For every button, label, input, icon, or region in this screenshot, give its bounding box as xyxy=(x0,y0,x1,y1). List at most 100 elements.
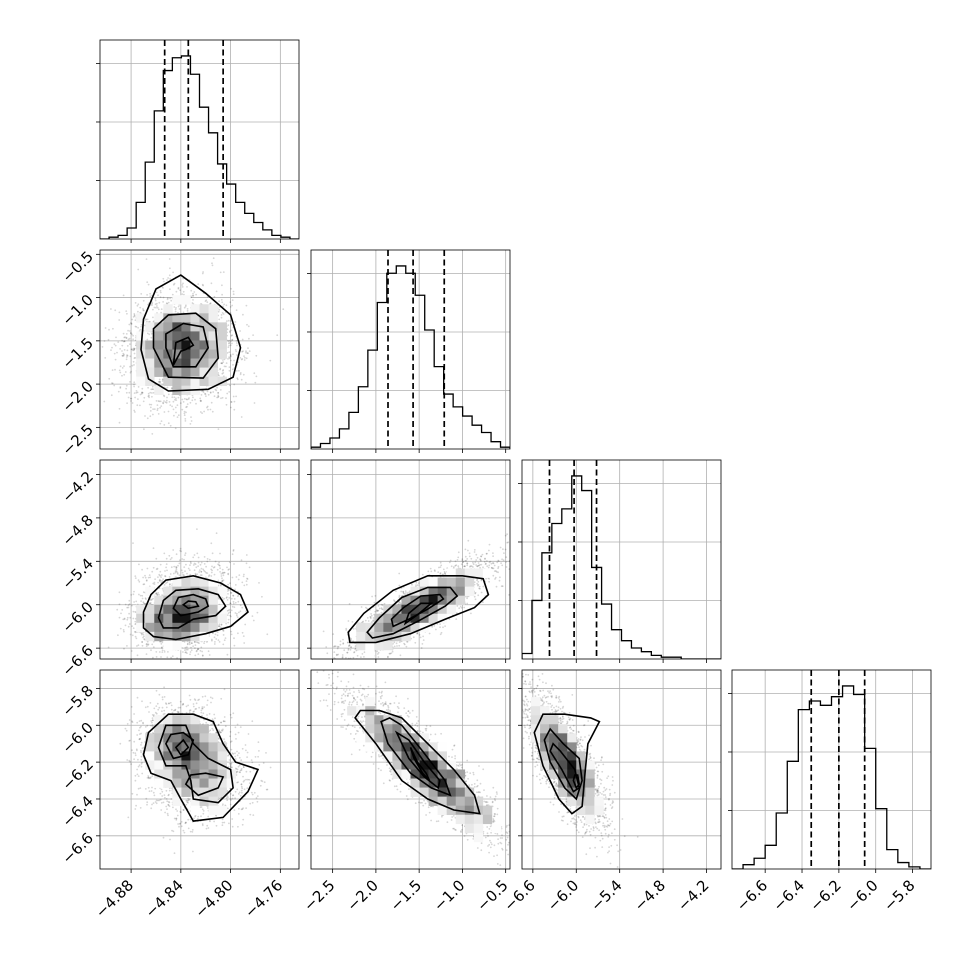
scatter-point xyxy=(183,558,185,561)
density-cell xyxy=(154,313,164,323)
scatter-point xyxy=(190,296,193,298)
scatter-point xyxy=(144,597,147,599)
scatter-point xyxy=(200,570,203,573)
scatter-point xyxy=(118,311,121,314)
scatter-point xyxy=(126,349,129,352)
scatter-point xyxy=(161,641,164,644)
scatter-point xyxy=(181,408,184,411)
scatter-point xyxy=(113,384,116,387)
panel-frame xyxy=(521,459,722,660)
scatter-point xyxy=(242,575,245,578)
scatter-point xyxy=(175,411,177,414)
scatter-point xyxy=(203,563,206,565)
scatter-point xyxy=(177,286,180,289)
scatter-point xyxy=(173,282,176,285)
scatter-point xyxy=(156,305,158,307)
scatter-point xyxy=(229,384,231,387)
density-cell xyxy=(154,349,164,359)
scatter-point xyxy=(143,583,146,586)
scatter-point xyxy=(166,386,169,389)
scatter-point xyxy=(227,621,230,624)
scatter-point xyxy=(169,664,171,666)
scatter-point xyxy=(229,320,232,322)
panel-frame xyxy=(99,249,300,450)
scatter-point xyxy=(133,314,136,317)
scatter-point xyxy=(223,303,226,306)
scatter-point xyxy=(161,649,164,652)
scatter-point xyxy=(140,325,143,328)
scatter-point xyxy=(229,353,232,356)
scatter-point xyxy=(199,411,202,413)
scatter-point xyxy=(142,583,145,586)
scatter-point xyxy=(114,309,117,312)
scatter-point xyxy=(189,651,192,653)
scatter-point xyxy=(212,632,214,635)
scatter-point xyxy=(142,636,144,639)
scatter-point xyxy=(185,304,187,306)
scatter-point xyxy=(166,279,168,281)
scatter-point xyxy=(220,298,223,301)
scatter-point xyxy=(254,381,257,384)
scatter-point xyxy=(219,271,222,274)
scatter-point xyxy=(125,358,128,361)
scatter-point xyxy=(221,301,224,304)
scatter-point xyxy=(245,580,248,582)
scatter-point xyxy=(171,405,174,408)
scatter-point xyxy=(163,400,165,402)
scatter-point xyxy=(159,400,162,403)
scatter-point xyxy=(117,341,120,343)
scatter-point xyxy=(222,579,225,582)
hist-panel-1 xyxy=(307,249,511,453)
scatter-point xyxy=(221,312,224,314)
scatter-point xyxy=(236,377,239,380)
scatter-point xyxy=(227,609,230,612)
scatter-point xyxy=(234,584,237,586)
scatter-point xyxy=(171,293,174,296)
scatter-point xyxy=(123,353,125,356)
scatter-point xyxy=(222,369,224,372)
scatter-point xyxy=(179,289,182,292)
scatter-point xyxy=(183,640,186,643)
scatter-point xyxy=(218,641,221,643)
scatter-point xyxy=(235,342,238,344)
scatter-point xyxy=(200,567,203,570)
scatter-point xyxy=(193,569,196,572)
scatter-point xyxy=(186,643,189,646)
scatter-point xyxy=(127,329,129,332)
scatter-point xyxy=(166,581,169,584)
scatter-point xyxy=(154,303,157,306)
scatter-point xyxy=(164,575,166,577)
scatter-point xyxy=(179,547,182,550)
scatter-point xyxy=(123,365,125,367)
scatter-point xyxy=(126,312,128,315)
scatter-point xyxy=(218,318,221,321)
scatter-point xyxy=(211,552,214,555)
density-cell xyxy=(181,349,191,359)
scatter-point xyxy=(147,644,149,646)
scatter-point xyxy=(118,603,121,606)
scatter-point xyxy=(147,392,150,395)
scatter-point xyxy=(181,286,184,288)
scatter-point xyxy=(149,406,152,409)
scatter-point xyxy=(241,350,244,353)
scatter-point xyxy=(207,393,210,396)
scatter-point xyxy=(150,388,153,391)
scatter-point xyxy=(230,633,233,636)
scatter-point xyxy=(128,337,131,340)
scatter-point xyxy=(230,592,232,594)
scatter-point xyxy=(136,654,139,657)
scatter-point xyxy=(230,401,233,403)
scatter-point xyxy=(149,410,152,412)
density-cell xyxy=(208,313,218,323)
density-cell xyxy=(181,295,191,305)
scatter-point xyxy=(118,591,121,594)
scatter-point xyxy=(197,556,200,559)
scatter-point xyxy=(253,372,256,375)
scatter-point xyxy=(163,395,166,398)
scatter-point xyxy=(119,371,122,374)
scatter-point xyxy=(179,402,182,404)
density-cell xyxy=(163,367,173,377)
scatter-point xyxy=(183,397,186,400)
scatter-point xyxy=(230,340,232,342)
scatter-point xyxy=(220,397,222,400)
